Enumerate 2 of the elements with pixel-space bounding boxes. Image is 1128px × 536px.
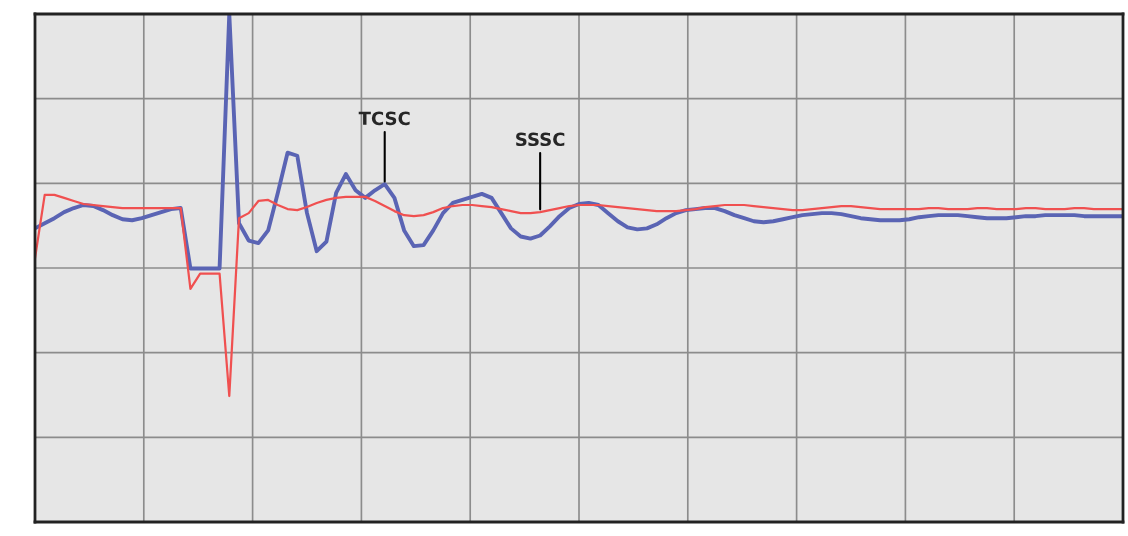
text: SSSC — [516, 132, 565, 147]
text: TCSC — [358, 111, 410, 126]
